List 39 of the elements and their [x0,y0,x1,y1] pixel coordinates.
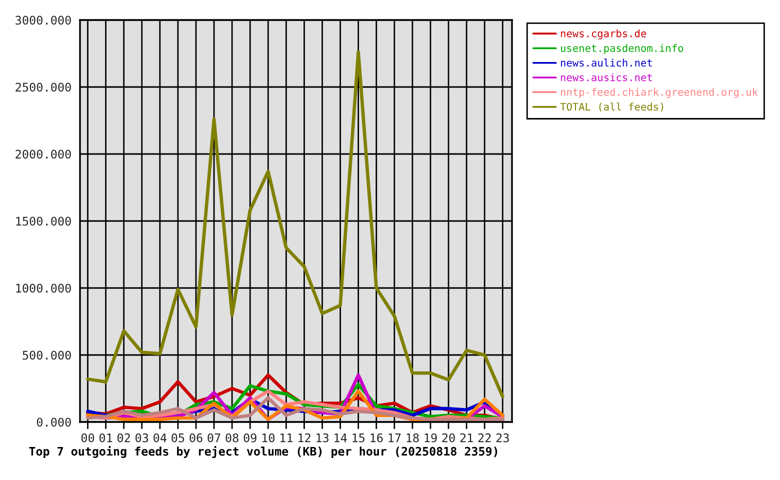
y-tick-label: 1500.000 [16,216,71,226]
line-series [86,50,504,398]
x-tick-label: 10 [262,433,274,442]
y-tick-label: 500.000 [22,350,71,360]
x-tick-label: 16 [370,433,383,442]
text: Top 7 outgoing feeds by reject volume (KB) per hour (20250818 2359) [29,446,498,458]
x-tick-label: 06 [190,433,202,442]
x-tick-label: 13 [316,433,328,442]
x-tick-label: 22 [478,433,491,442]
x-tick-label: 23 [496,433,509,442]
x-tick-label: 15 [352,434,364,442]
x-tick-label: 11 [280,434,292,442]
y-tick-label: 2000.000 [16,150,71,159]
x-tick-label: 19 [424,433,437,442]
x-tick-label: 14 [334,434,347,442]
x-tick-label: 17 [388,434,401,442]
y-tick-label: 1000.000 [16,284,71,293]
x-tick-label: 04 [154,433,166,442]
x-tick-label: 02 [117,433,130,442]
x-tick-label: 08 [226,433,238,442]
x-tick-label: 07 [208,433,220,442]
x-tick-label: 05 [172,433,184,442]
legend-label: news.cgarbs.de [561,29,646,40]
x-tick-label: 09 [244,433,256,442]
x-tick-label: 03 [136,433,148,442]
x-tick-label: 12 [298,433,310,442]
legend-label: news.ausics.net [561,73,652,82]
x-tick-label: 20 [442,433,455,442]
x-tick-label: 18 [406,433,419,442]
y-tick-label: 2500.000 [16,82,71,92]
x-tick-label: 00 [81,433,94,442]
legend-label: news.aulich.net [561,58,652,67]
y-tick-label: 0.000 [36,418,71,427]
x-tick-label: 01 [99,433,112,442]
y-tick-label: 3000.000 [16,16,71,25]
legend-label: usenet.pasdenom.info [561,44,684,54]
x-tick-label: 21 [460,433,473,442]
legend-label: TOTAL (all feeds) [560,102,664,112]
legend-label: nntp-feed.chiark.greenend.org.uk [561,88,758,98]
